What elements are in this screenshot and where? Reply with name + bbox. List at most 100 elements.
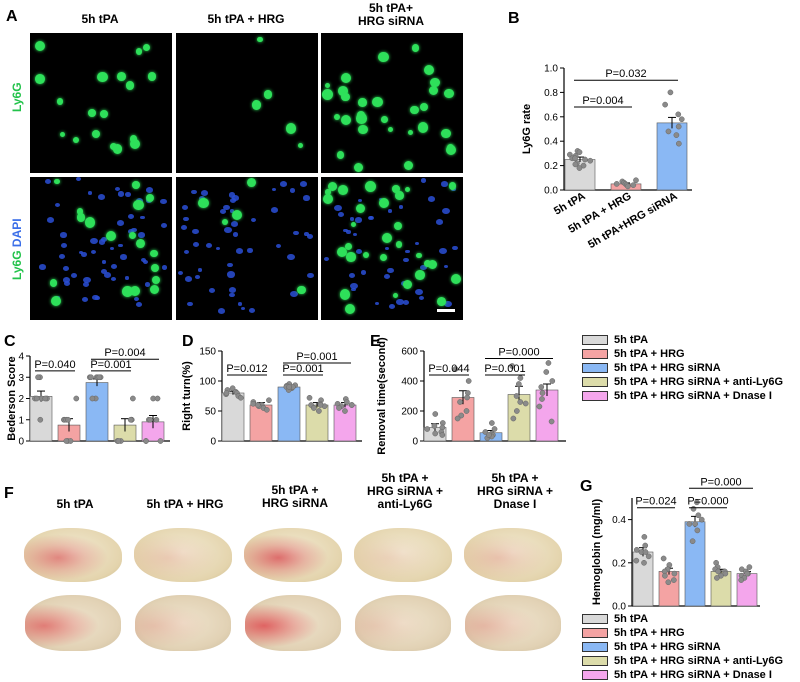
ly6g-cell <box>423 260 431 268</box>
data-point-b <box>621 179 627 186</box>
data-point-d <box>336 405 342 411</box>
ly6g-cell <box>408 130 414 136</box>
x-category-label-b: 5h tPA+HRG siRNA <box>586 190 679 251</box>
dapi-nucleus <box>70 272 78 278</box>
dapi-nucleus <box>143 260 149 265</box>
dapi-nucleus <box>415 241 420 246</box>
ly6g-cell <box>448 182 457 190</box>
y-tick-label-g: 0.0 <box>612 602 626 613</box>
data-point-d <box>250 400 257 407</box>
ly6g-cell <box>149 284 160 295</box>
data-point-g <box>670 577 677 583</box>
ly6g-cell <box>149 249 158 258</box>
dapi-nucleus <box>159 198 167 205</box>
data-point-e <box>486 432 492 438</box>
data-point-g <box>722 570 729 577</box>
data-point-e <box>452 366 459 372</box>
ly6g-cell <box>441 128 452 139</box>
dapi-nucleus <box>144 282 151 287</box>
brain-dorsal-image <box>20 522 126 587</box>
data-point-c <box>38 395 45 402</box>
dapi-nucleus <box>396 299 404 305</box>
dapi-nucleus <box>145 186 154 193</box>
panel-letter-a: A <box>6 8 18 25</box>
dapi-nucleus <box>272 187 277 192</box>
ly6g-cell <box>372 97 383 108</box>
data-point-e <box>465 378 472 384</box>
dapi-nucleus <box>100 269 108 275</box>
p-value-e: P=0.000 <box>498 347 539 359</box>
ly6g-cell <box>341 92 350 101</box>
dapi-nucleus <box>160 222 168 229</box>
brain-dorsal-image <box>350 522 456 587</box>
dapi-nucleus <box>229 287 237 294</box>
p-value-d: P=0.001 <box>282 363 323 375</box>
data-point-g <box>694 527 701 534</box>
legend-swatch <box>582 334 608 345</box>
data-point-d <box>237 394 244 401</box>
ly6g-cell <box>428 85 439 95</box>
y-tick-label-b: 0.4 <box>544 137 558 148</box>
dapi-nucleus <box>54 203 60 208</box>
dapi-nucleus <box>200 189 209 197</box>
data-point-b <box>623 182 630 188</box>
data-point-e <box>463 408 470 414</box>
data-point-g <box>714 575 720 581</box>
y-tick-label-b: 1.0 <box>544 64 558 75</box>
ly6g-cell <box>423 64 435 75</box>
data-point-c <box>92 395 99 402</box>
data-point-d <box>292 382 299 389</box>
ly6g-cell <box>364 181 376 193</box>
data-point-b <box>572 155 578 162</box>
p-value-g: P=0.024 <box>635 496 676 508</box>
data-point-c <box>37 416 44 423</box>
ly6g-cell <box>198 198 209 209</box>
ly6g-cell <box>419 102 428 111</box>
dapi-nucleus <box>402 299 410 305</box>
dapi-nucleus <box>111 263 118 269</box>
data-point-b <box>678 116 685 123</box>
data-point-e <box>522 400 529 407</box>
dapi-nucleus <box>101 237 108 243</box>
dapi-nucleus <box>197 268 202 272</box>
legend-swatch <box>582 348 608 359</box>
y-tick-label-e: 200 <box>401 407 418 418</box>
bar-g <box>632 551 654 607</box>
dapi-nucleus <box>232 232 238 237</box>
data-point-e <box>536 403 543 410</box>
brain-shape <box>24 528 122 582</box>
data-point-g <box>743 568 749 575</box>
panel-letter-f: F <box>4 485 14 502</box>
dapi-nucleus <box>435 219 443 225</box>
ly6g-cell <box>297 142 304 149</box>
data-point-c <box>143 438 149 444</box>
data-point-b <box>675 123 682 130</box>
ly6g-cell <box>339 288 351 300</box>
dapi-nucleus <box>306 233 313 239</box>
dapi-nucleus <box>375 301 380 306</box>
dapi-nucleus <box>240 306 246 311</box>
y-axis-label-g: Hemoglobin (mg/ml) <box>591 499 603 606</box>
data-point-c <box>64 438 71 444</box>
ly6g-cell <box>337 86 348 96</box>
p-value-d: P=0.001 <box>296 351 337 363</box>
dapi-nucleus <box>187 301 194 307</box>
data-point-c <box>127 416 134 423</box>
dapi-nucleus <box>235 248 244 255</box>
panel-f-col-title: 5h tPA + HRG siRNA + anti-Ly6G <box>367 471 443 511</box>
p-value-c: P=0.004 <box>104 347 145 359</box>
data-point-g <box>698 516 705 523</box>
data-point-g <box>642 549 649 555</box>
data-point-c <box>97 374 104 381</box>
micrograph-hrg-merge <box>176 177 318 320</box>
bar-c <box>85 382 109 442</box>
dapi-nucleus <box>357 199 362 203</box>
data-point-g <box>713 559 719 566</box>
dapi-nucleus <box>83 281 90 287</box>
dapi-nucleus <box>350 282 358 289</box>
panel-letter-d: D <box>182 333 194 350</box>
ly6g-cell <box>427 259 437 269</box>
legend-swatch <box>582 376 608 387</box>
legend-label: 5h tPA + HRG siRNA + anti-Ly6G <box>614 654 784 667</box>
data-point-b <box>665 128 672 135</box>
